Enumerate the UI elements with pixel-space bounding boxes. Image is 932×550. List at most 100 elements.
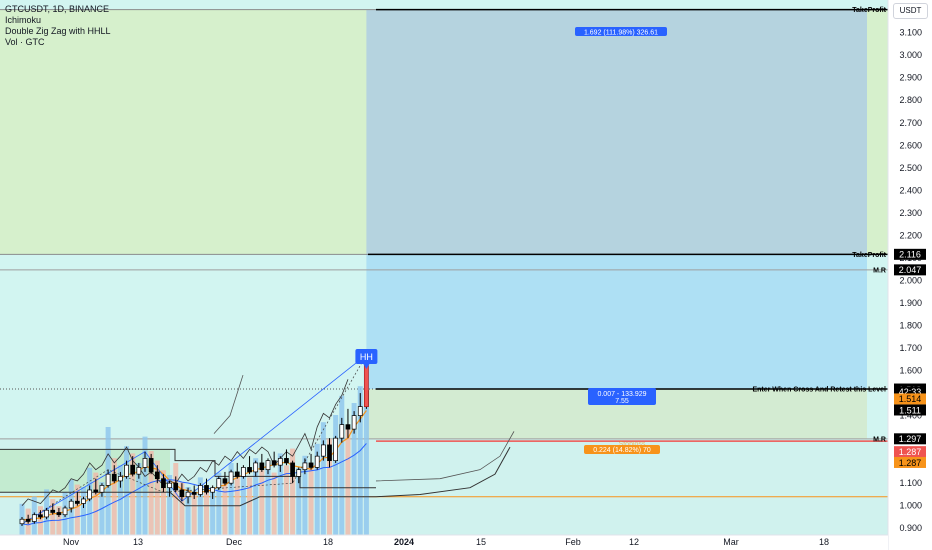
candle-body — [198, 485, 203, 495]
candle-body — [339, 424, 345, 439]
candle-body — [148, 458, 154, 473]
volume-bar — [37, 506, 43, 535]
symbol-title[interactable]: GTCUSDT, 1D, BINANCE — [5, 4, 110, 14]
volume-bar — [74, 484, 80, 535]
lagging-peak — [213, 374, 244, 434]
volume-bar — [81, 487, 86, 535]
volume-bar — [333, 415, 339, 535]
entry-label-1: 0.007 - 133.929 — [597, 391, 646, 398]
time-tick-label: 15 — [476, 537, 486, 547]
volume-bar — [283, 465, 289, 535]
volume-bar — [290, 448, 296, 535]
candles — [19, 354, 369, 526]
zones-layer — [0, 0, 888, 535]
price-tick-label: 2.300 — [899, 208, 922, 218]
volume-bar — [259, 470, 265, 535]
candle-body — [31, 514, 37, 522]
price-tag — [894, 433, 926, 445]
candle-body — [105, 473, 111, 486]
candle-body — [314, 455, 320, 468]
candle-body — [87, 489, 93, 500]
currency-button[interactable]: USDT — [893, 3, 928, 19]
entry-label-box — [588, 388, 656, 405]
price-tick-label: 1.000 — [899, 501, 922, 511]
candle-body — [111, 473, 117, 482]
price-tag — [894, 264, 926, 276]
price-tag-label: 2.047 — [899, 265, 922, 275]
price-tag-label: 1.297 — [899, 434, 922, 444]
candle-body — [62, 507, 68, 516]
volume-bar — [234, 475, 240, 535]
volume-bar — [142, 436, 148, 535]
price-tag-side-label: TakeProfit — [852, 7, 886, 14]
volume-bar — [117, 465, 123, 535]
candle-body — [321, 444, 326, 457]
candle-body — [351, 415, 357, 430]
volume-bar — [363, 355, 369, 535]
candle-body — [191, 491, 197, 495]
volume-bar — [87, 467, 93, 535]
hh-marker-arrow — [363, 364, 370, 369]
candle-body — [118, 476, 123, 482]
target-label: 1.692 (111.98%) 326.61 — [584, 30, 658, 37]
volume-bar — [111, 458, 117, 535]
volume-bar — [179, 482, 185, 535]
time-tick-label: Dec — [226, 537, 243, 547]
volume-bar — [327, 439, 332, 535]
candle-body — [99, 485, 105, 493]
price-tag — [894, 456, 926, 468]
indicator-ichimoku[interactable]: Ichimoku — [5, 15, 42, 25]
price-tag-label: 42:33 — [899, 387, 922, 397]
time-tick-label: 2024 — [394, 537, 414, 547]
volume-bar — [173, 463, 179, 535]
price-tick-label: 2.200 — [899, 230, 922, 240]
volume-bar — [302, 455, 308, 535]
candle-body — [136, 467, 142, 475]
stop-faint-label: Stoploss — [619, 441, 646, 448]
candle-body — [167, 482, 172, 489]
volume-bar — [228, 463, 234, 535]
candle-body — [357, 406, 363, 416]
time-axis[interactable]: Nov 13 Dec 18 2024 15 Feb 12 Mar 18 — [0, 534, 888, 550]
candle-body — [253, 462, 259, 473]
time-tick-label: Feb — [565, 537, 581, 547]
price-tick-label: 3.100 — [899, 28, 922, 38]
chart-legend: GTCUSDT, 1D, BINANCE Ichimoku Double Zig… — [5, 4, 111, 48]
volume-bar — [50, 499, 56, 535]
candle-body — [277, 458, 283, 466]
volume-bar — [136, 463, 142, 535]
time-tick-label: 13 — [133, 537, 143, 547]
indicator-volume[interactable]: Vol · GTC — [5, 37, 45, 47]
price-tag — [894, 446, 926, 458]
indicator-lines — [0, 354, 515, 526]
candle-body — [271, 460, 277, 466]
volume-bar — [345, 427, 351, 535]
candle-body — [302, 462, 308, 471]
entry-label-2: 7.55 — [615, 398, 629, 405]
price-tick-label: 2.600 — [899, 140, 922, 150]
candle-body — [290, 462, 295, 477]
price-tag-side-label: Enter When Cross And Retest this Level — [752, 387, 886, 394]
price-tag-label: 1.511 — [899, 405, 921, 415]
price-tag — [894, 404, 926, 416]
cloud-lower-edge — [0, 446, 511, 507]
time-tick-label: 12 — [629, 537, 639, 547]
time-tick-label: Mar — [723, 537, 739, 547]
candle-body — [74, 500, 80, 504]
candle-body — [81, 498, 86, 504]
candle-body — [93, 489, 99, 493]
time-tick-label: 18 — [323, 537, 333, 547]
volume-bar — [296, 467, 302, 535]
candle-body — [333, 437, 338, 462]
price-tick-label: 3.000 — [899, 50, 922, 60]
cloud-projection — [375, 431, 515, 482]
indicator-zigzag[interactable]: Double Zig Zag with HHLL — [5, 26, 111, 36]
candle-body — [222, 478, 228, 484]
volume-bar — [320, 422, 326, 535]
volume-bar — [271, 472, 277, 535]
candle-body — [284, 458, 289, 464]
candle-body — [296, 469, 302, 477]
target-zone-upper — [366, 9, 867, 255]
price-tag-side-label: TakeProfit — [852, 252, 886, 259]
